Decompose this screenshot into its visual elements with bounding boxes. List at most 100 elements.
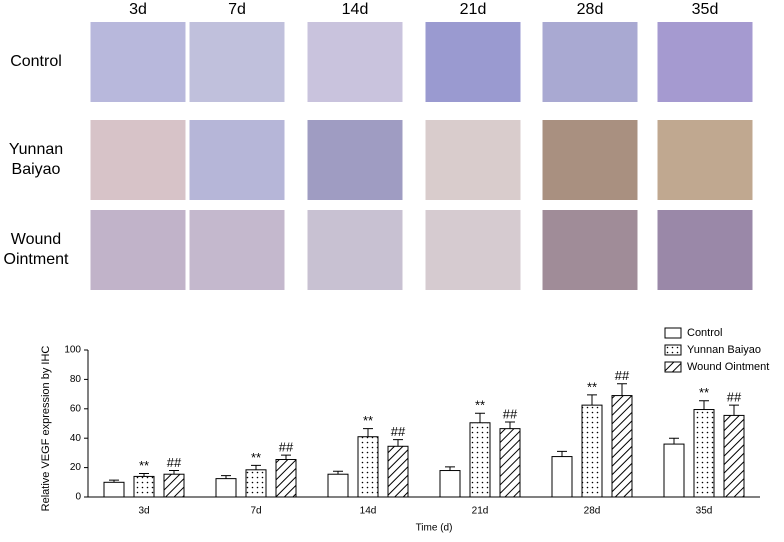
error-bar bbox=[363, 428, 373, 437]
y-tick-label: 0 bbox=[75, 492, 81, 503]
error-bar bbox=[251, 464, 261, 470]
x-tick-label: 35d bbox=[696, 506, 713, 517]
y-tick-label: 40 bbox=[70, 433, 82, 444]
significance-marker: ## bbox=[503, 406, 518, 421]
y-axis-label: Relative VEGF expression by IHC bbox=[40, 346, 52, 512]
row-label: Wound Ointment bbox=[4, 231, 69, 268]
micrograph bbox=[189, 22, 285, 102]
column-header: 21d bbox=[460, 1, 487, 18]
significance-marker: ## bbox=[391, 424, 406, 439]
significance-marker: ** bbox=[251, 450, 261, 465]
row-label-line: Wound bbox=[11, 231, 61, 248]
x-tick-label: 7d bbox=[250, 506, 261, 517]
bar bbox=[163, 473, 185, 498]
column-header: 28d bbox=[577, 1, 604, 18]
micrograph bbox=[425, 210, 521, 290]
bar bbox=[551, 456, 573, 498]
error-bar bbox=[281, 454, 291, 460]
column-header: 3d bbox=[129, 1, 147, 18]
row-label-line: Ointment bbox=[4, 251, 69, 268]
row-label-line: Control bbox=[10, 53, 62, 70]
row-label-line: Baiyao bbox=[12, 161, 61, 178]
bar bbox=[499, 428, 521, 498]
legend-swatch bbox=[664, 361, 682, 373]
micrograph bbox=[657, 120, 753, 200]
bar bbox=[611, 395, 633, 498]
bar bbox=[469, 422, 491, 498]
micrograph bbox=[542, 120, 638, 200]
legend-label: Yunnan Baiyao bbox=[687, 344, 761, 356]
micrograph bbox=[657, 210, 753, 290]
significance-marker: ** bbox=[139, 458, 149, 473]
error-bar bbox=[169, 470, 179, 475]
bar bbox=[245, 469, 267, 498]
y-tick-label: 60 bbox=[70, 403, 82, 414]
micrograph bbox=[90, 210, 186, 290]
bar bbox=[663, 443, 685, 498]
column-header: 35d bbox=[692, 1, 719, 18]
x-tick-label: 3d bbox=[138, 506, 149, 517]
micrograph bbox=[307, 120, 403, 200]
micrograph bbox=[307, 210, 403, 290]
bar bbox=[693, 409, 715, 498]
micrograph bbox=[425, 22, 521, 102]
column-header: 14d bbox=[342, 1, 369, 18]
error-bar bbox=[729, 404, 739, 416]
row-label: Yunnan Baiyao bbox=[9, 141, 63, 178]
error-bar bbox=[393, 439, 403, 447]
micrograph bbox=[657, 22, 753, 102]
significance-marker: ** bbox=[587, 379, 597, 394]
bar bbox=[357, 436, 379, 498]
legend-label: Wound Ointment bbox=[687, 361, 769, 373]
legend-swatch bbox=[664, 344, 682, 356]
micrograph bbox=[189, 210, 285, 290]
legend-swatch bbox=[664, 327, 682, 339]
bar bbox=[215, 478, 237, 498]
error-bar bbox=[699, 400, 709, 410]
micrograph bbox=[90, 22, 186, 102]
error-bar bbox=[587, 394, 597, 406]
row-label: Control bbox=[10, 53, 62, 70]
significance-marker: ** bbox=[363, 413, 373, 428]
y-tick-label: 100 bbox=[64, 345, 81, 356]
significance-marker: ## bbox=[167, 455, 182, 470]
significance-marker: ## bbox=[615, 368, 630, 383]
bar bbox=[439, 470, 461, 498]
micrograph bbox=[90, 120, 186, 200]
error-bar bbox=[617, 383, 627, 396]
micrograph bbox=[425, 120, 521, 200]
error-bar bbox=[505, 421, 515, 429]
significance-marker: ## bbox=[279, 440, 294, 455]
micrograph bbox=[189, 120, 285, 200]
significance-marker: ** bbox=[475, 398, 485, 413]
significance-marker: ## bbox=[727, 390, 742, 405]
x-axis-label: Time (d) bbox=[416, 523, 453, 534]
row-label-line: Yunnan bbox=[9, 141, 63, 158]
bar bbox=[327, 473, 349, 498]
bar bbox=[275, 459, 297, 498]
bar bbox=[581, 404, 603, 498]
x-tick-label: 28d bbox=[584, 506, 601, 517]
significance-marker: ** bbox=[699, 385, 709, 400]
bar bbox=[387, 445, 409, 498]
bar bbox=[133, 475, 155, 498]
micrograph bbox=[542, 210, 638, 290]
error-bar bbox=[669, 437, 679, 445]
error-bar bbox=[139, 472, 149, 477]
micrograph bbox=[542, 22, 638, 102]
legend-label: Control bbox=[687, 327, 722, 339]
column-header: 7d bbox=[228, 1, 246, 18]
x-tick-label: 14d bbox=[360, 506, 377, 517]
micrograph bbox=[307, 22, 403, 102]
y-tick-label: 80 bbox=[70, 374, 82, 385]
bar bbox=[103, 481, 125, 498]
error-bar bbox=[475, 412, 485, 423]
error-bar bbox=[445, 466, 455, 471]
error-bar bbox=[109, 479, 119, 483]
error-bar bbox=[333, 470, 343, 475]
x-tick-label: 21d bbox=[472, 506, 489, 517]
y-tick-label: 20 bbox=[70, 462, 82, 473]
error-bar bbox=[557, 450, 567, 457]
error-bar bbox=[221, 475, 231, 479]
